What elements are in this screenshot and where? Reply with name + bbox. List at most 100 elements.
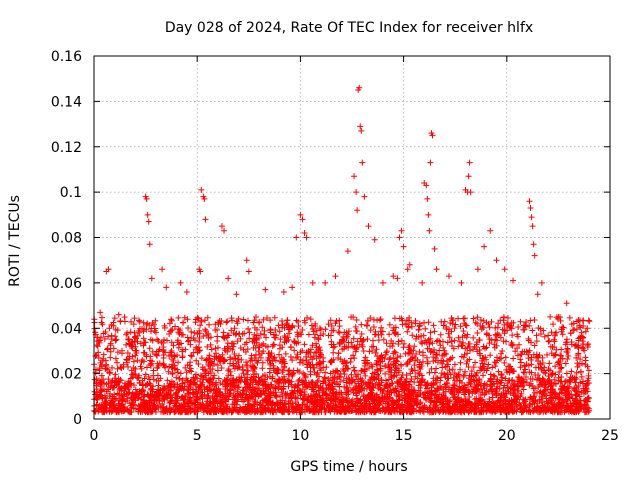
roti-point <box>529 401 536 408</box>
roti-point <box>464 350 471 357</box>
roti-point <box>424 358 431 365</box>
roti-point <box>108 398 115 405</box>
roti-point <box>283 391 290 398</box>
roti-point <box>546 360 553 367</box>
roti-point <box>188 368 195 375</box>
roti-point <box>190 349 197 356</box>
roti-point <box>124 381 131 388</box>
roti-point <box>307 364 314 371</box>
roti-point <box>215 375 222 382</box>
roti-point <box>585 317 592 324</box>
roti-point <box>350 364 357 371</box>
roti-point <box>426 369 433 376</box>
roti-point <box>294 395 301 402</box>
roti-point <box>494 330 501 337</box>
roti-point <box>563 407 570 414</box>
roti-point <box>251 339 258 346</box>
roti-point <box>369 403 376 410</box>
roti-point <box>192 408 199 415</box>
roti-point <box>393 365 400 372</box>
roti-point <box>437 342 444 349</box>
roti-point <box>352 384 359 391</box>
roti-point <box>514 333 521 340</box>
roti-point <box>342 396 349 403</box>
roti-point <box>137 408 144 415</box>
roti-point <box>501 359 508 366</box>
roti-point <box>100 351 107 358</box>
roti-point <box>312 323 319 330</box>
roti-point <box>277 407 284 414</box>
roti-point <box>390 386 397 393</box>
roti-point <box>135 317 142 324</box>
roti-point <box>582 405 589 412</box>
roti-point <box>353 344 360 351</box>
roti-point <box>436 347 443 354</box>
roti-point <box>375 385 382 392</box>
roti-point <box>474 330 481 337</box>
roti-point <box>198 373 205 380</box>
roti-point <box>273 332 280 339</box>
roti-point <box>256 344 263 351</box>
roti-point <box>100 406 107 413</box>
roti-point <box>219 351 226 358</box>
roti-point <box>118 365 125 372</box>
roti-point <box>142 404 149 411</box>
roti-point <box>472 408 479 415</box>
roti-point <box>194 394 201 401</box>
roti-point <box>147 353 154 360</box>
roti-point <box>230 407 237 414</box>
roti-point <box>296 388 303 395</box>
roti-point <box>121 407 128 414</box>
roti-point <box>541 333 548 340</box>
roti-point <box>217 320 224 327</box>
roti-point <box>178 331 185 338</box>
roti-point <box>130 321 137 328</box>
roti-point <box>160 360 167 367</box>
roti-point <box>218 223 225 230</box>
roti-point <box>200 333 207 340</box>
roti-point <box>107 354 114 361</box>
roti-point <box>220 358 227 365</box>
roti-point <box>282 350 289 357</box>
roti-point <box>272 385 279 392</box>
roti-point <box>508 366 515 373</box>
roti-point <box>360 336 367 343</box>
roti-point <box>156 397 163 404</box>
roti-point <box>349 343 356 350</box>
roti-point <box>485 321 492 328</box>
roti-point <box>374 317 381 324</box>
roti-point <box>448 338 455 345</box>
roti-point <box>531 389 538 396</box>
roti-point <box>460 384 467 391</box>
roti-point <box>395 393 402 400</box>
roti-point <box>463 398 470 405</box>
roti-point <box>371 408 378 415</box>
roti-point <box>325 402 332 409</box>
roti-point <box>245 268 252 275</box>
roti-point <box>424 195 431 202</box>
roti-point <box>510 380 517 387</box>
roti-point <box>462 368 469 375</box>
roti-point <box>398 408 405 415</box>
roti-point <box>190 397 197 404</box>
roti-point <box>191 379 198 386</box>
roti-point <box>246 408 253 415</box>
roti-point <box>568 368 575 375</box>
roti-point <box>493 257 500 264</box>
roti-point <box>572 379 579 386</box>
roti-point <box>204 314 211 321</box>
roti-point <box>338 404 345 411</box>
roti-point <box>248 389 255 396</box>
roti-point <box>350 335 357 342</box>
roti-point <box>490 372 497 379</box>
roti-point <box>457 359 464 366</box>
roti-point <box>155 338 162 345</box>
roti-point <box>93 376 100 383</box>
roti-point <box>394 275 401 282</box>
roti-point <box>382 351 389 358</box>
roti-point <box>182 393 189 400</box>
roti-point <box>528 214 535 221</box>
roti-point <box>423 182 430 189</box>
roti-point <box>233 318 240 325</box>
roti-point <box>380 387 387 394</box>
